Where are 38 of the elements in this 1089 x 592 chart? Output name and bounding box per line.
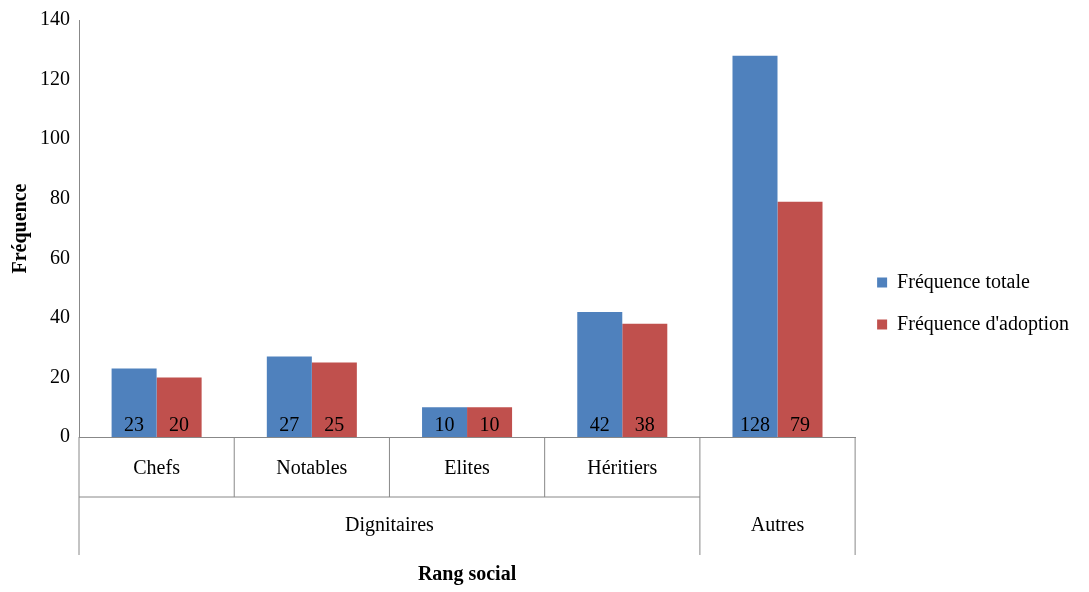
y-tick-label: 40 <box>50 305 70 328</box>
x-tick-label: Elites <box>444 456 491 479</box>
data-label: 25 <box>324 413 345 436</box>
bar <box>467 407 513 437</box>
y-tick-label: 80 <box>50 185 70 208</box>
bar <box>266 356 312 437</box>
data-label: 23 <box>124 413 145 436</box>
bar <box>622 323 668 437</box>
y-tick-label: 100 <box>40 126 70 149</box>
bar <box>111 368 157 437</box>
bar <box>577 311 623 437</box>
x-axis-title: Rang social <box>417 562 517 586</box>
bar <box>732 55 778 437</box>
y-tick-label: 120 <box>40 66 70 89</box>
text: Dignitaires <box>345 513 435 537</box>
data-label: 10 <box>434 413 455 436</box>
bar <box>777 201 823 437</box>
text: Autres <box>750 513 805 536</box>
bar <box>422 407 468 437</box>
data-label: 79 <box>790 413 811 436</box>
y-tick-label: 20 <box>50 364 70 387</box>
y-tick-label: 60 <box>50 245 70 268</box>
data-label: 10 <box>479 413 500 436</box>
legend-label: Fréquence totale <box>897 269 1030 293</box>
legend-label: Fréquence d'adoption <box>897 311 1070 335</box>
x-tick-label: Notables <box>276 456 348 479</box>
bar <box>156 377 202 437</box>
y-tick-label: 0 <box>60 424 70 447</box>
data-label: 42 <box>589 413 610 436</box>
y-tick-label: 140 <box>40 7 70 30</box>
data-label: 128 <box>740 413 770 436</box>
data-label: 38 <box>634 413 655 436</box>
x-tick-label: Héritiers <box>587 456 658 479</box>
x-tick-label: Chefs <box>133 456 181 479</box>
y-axis-title: Fréquence <box>8 183 32 274</box>
bar <box>311 362 357 437</box>
data-label: 20 <box>169 413 190 436</box>
data-label: 27 <box>279 413 300 436</box>
